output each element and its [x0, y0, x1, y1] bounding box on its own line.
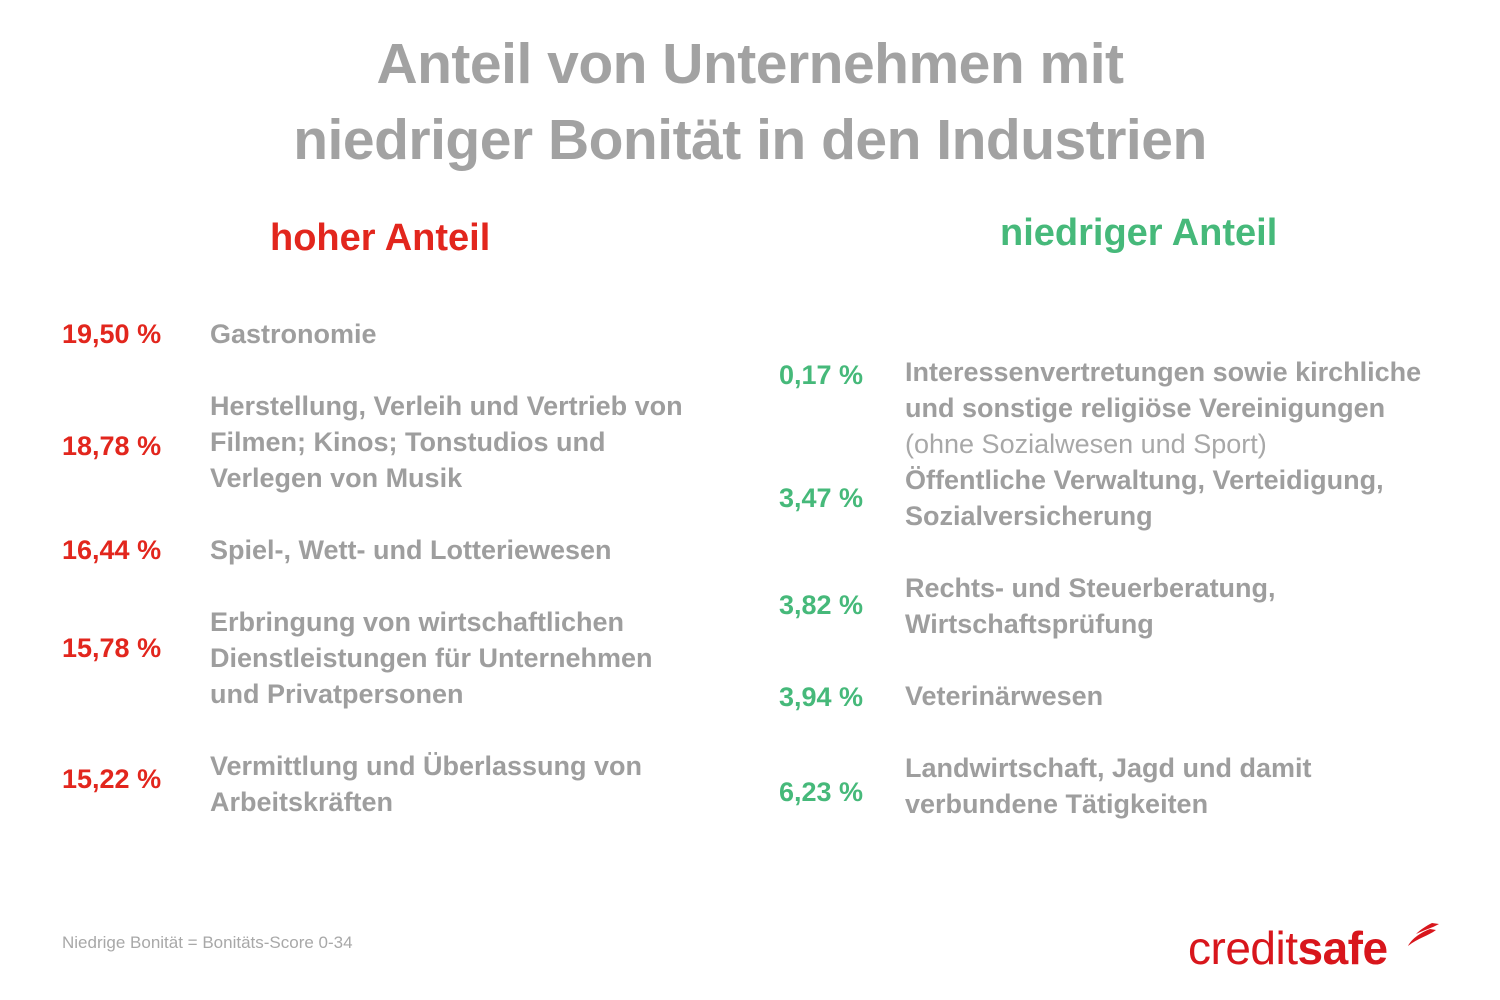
industry-label-main: Interessenvertretungen sowie kirchliche … — [905, 357, 1422, 423]
percentage-value: 15,22 % — [62, 764, 162, 794]
footnote: Niedrige Bonität = Bonitäts-Score 0-34 — [62, 933, 353, 952]
percentage-value: 6,23 % — [779, 777, 864, 807]
logo-wordmark: creditsafe — [1188, 918, 1388, 978]
creditsafe-logo: creditsafe — [1188, 918, 1439, 978]
high-share-heading: hoher Anteil — [270, 217, 491, 259]
page-title-line-1: Anteil von Unternehmen mit — [376, 32, 1124, 96]
percentage-value: 3,82 % — [779, 590, 864, 620]
industry-label-note: (ohne Sozialwesen und Sport) — [905, 429, 1267, 459]
flame-swoosh-icon — [1408, 923, 1439, 946]
percentage-value: 15,78 % — [62, 633, 162, 663]
percentage-value: 16,44 % — [62, 535, 162, 565]
logo-text-safe: safe — [1297, 922, 1388, 974]
industry-label: Erbringung von wirtschaftlichen Dienstle… — [210, 607, 653, 709]
low-share-heading: niedriger Anteil — [1000, 212, 1278, 254]
logo-text-credit: credit — [1188, 922, 1298, 974]
industry-label: Landwirtschaft, Jagd und damit verbunden… — [905, 753, 1312, 819]
percentage-value: 3,94 % — [779, 682, 864, 712]
percentage-value: 3,47 % — [779, 483, 864, 513]
industry-label: Vermittlung und Überlassung von Arbeitsk… — [210, 751, 643, 817]
percentage-value: 0,17 % — [779, 360, 864, 390]
page-title: Anteil von Unternehmen mit niedriger Bon… — [0, 26, 1500, 178]
industry-label: Herstellung, Verleih und Vertrieb von Fi… — [210, 391, 683, 493]
industry-label: Gastronomie — [210, 319, 377, 349]
industry-label: Veterinärwesen — [905, 681, 1104, 711]
industry-label: Öffentliche Verwaltung, Verteidigung, So… — [905, 465, 1384, 531]
industry-label: Interessenvertretungen sowie kirchliche … — [905, 318, 1465, 498]
industry-label: Rechts- und Steuerberatung, Wirtschaftsp… — [905, 573, 1276, 639]
percentage-value: 19,50 % — [62, 319, 162, 349]
industry-label: Spiel-, Wett- und Lotteriewesen — [210, 535, 612, 565]
percentage-value: 18,78 % — [62, 431, 162, 461]
page-title-line-2: niedriger Bonität in den Industrien — [293, 108, 1207, 172]
